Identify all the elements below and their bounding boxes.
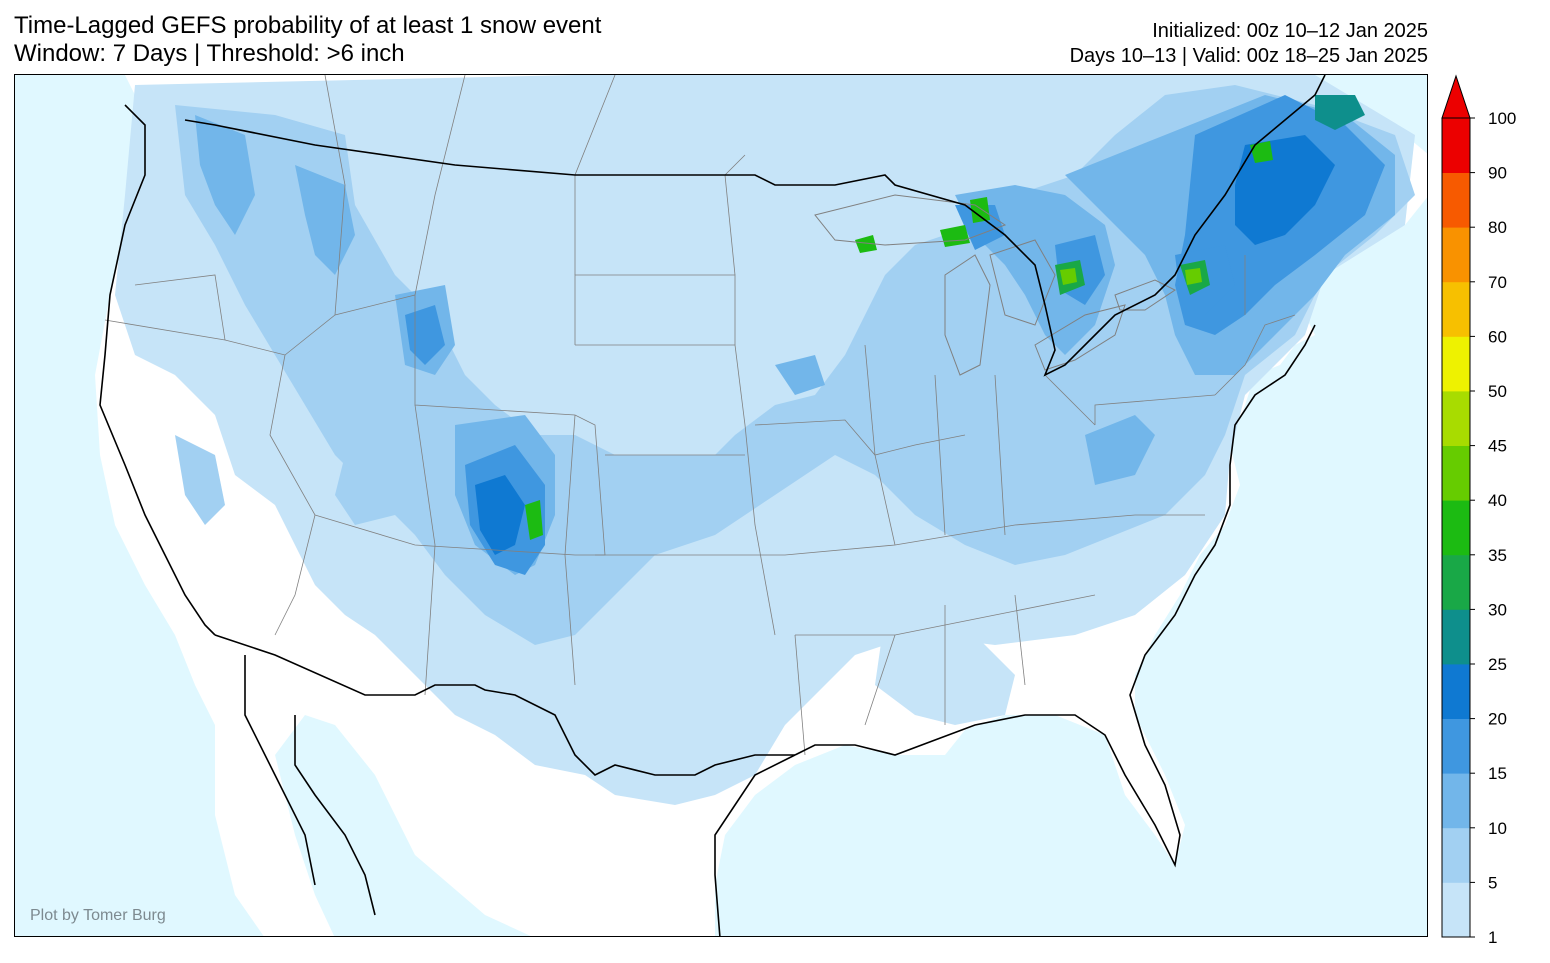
- map-title-line1: Time-Lagged GEFS probability of at least…: [14, 12, 602, 39]
- colorbar-boxes: [1441, 74, 1471, 938]
- colorbar-box: [1442, 172, 1470, 228]
- map-title-line2: Window: 7 Days | Threshold: >6 inch: [14, 40, 405, 67]
- map-canvas: [95, 75, 1427, 936]
- colorbar-extend-arrow: [1441, 74, 1471, 119]
- colorbar-box: [1442, 500, 1470, 556]
- colorbar-tick-label: 90: [1488, 164, 1507, 183]
- colorbar-tick-label: 10: [1488, 819, 1507, 838]
- snow-probability-contours: [115, 75, 1415, 805]
- colorbar-tick-label: 1: [1488, 928, 1497, 944]
- colorbar-tick-label: 35: [1488, 546, 1507, 565]
- colorbar-tick-label: 40: [1488, 491, 1507, 510]
- colorbar-box: [1442, 336, 1470, 392]
- country-borders: [99, 75, 1326, 936]
- colorbar-tick-label: 25: [1488, 655, 1507, 674]
- colorbar-tick-label: 20: [1488, 710, 1507, 729]
- colorbar-tick-label: 15: [1488, 764, 1507, 783]
- colorbar-tick-label: 80: [1488, 218, 1507, 237]
- plot-credit: Plot by Tomer Burg: [30, 907, 166, 924]
- great-lakes: [814, 194, 1176, 376]
- colorbar-box: [1442, 882, 1470, 938]
- snow-probability-map[interactable]: [14, 74, 1428, 937]
- colorbar-box: [1442, 445, 1470, 501]
- colorbar-tick-label: 60: [1488, 327, 1507, 346]
- colorbar-tick-label: 30: [1488, 600, 1507, 619]
- colorbar-tick-label: 50: [1488, 382, 1507, 401]
- colorbar-tick-label: 70: [1488, 273, 1507, 292]
- colorbar-box: [1442, 391, 1470, 446]
- colorbar-tick-label: 5: [1488, 873, 1497, 892]
- colorbar-box: [1442, 609, 1470, 665]
- colorbar-box: [1442, 554, 1470, 610]
- colorbar-frame: [1441, 117, 1471, 938]
- initialized-label: Initialized: 00z 10–12 Jan 2025: [1152, 20, 1428, 42]
- colorbar-box: [1442, 718, 1470, 774]
- colorbar-box: [1442, 664, 1470, 719]
- colorbar-tick-label: 45: [1488, 437, 1507, 456]
- colorbar-box: [1442, 281, 1470, 337]
- colorbar-box: [1442, 227, 1470, 283]
- colorbar-tick-label: 100: [1488, 109, 1516, 128]
- colorbar-box: [1442, 118, 1470, 173]
- colorbar-box: [1442, 773, 1470, 829]
- valid-label: Days 10–13 | Valid: 00z 18–25 Jan 2025: [1069, 45, 1428, 67]
- colorbar-box: [1442, 827, 1470, 883]
